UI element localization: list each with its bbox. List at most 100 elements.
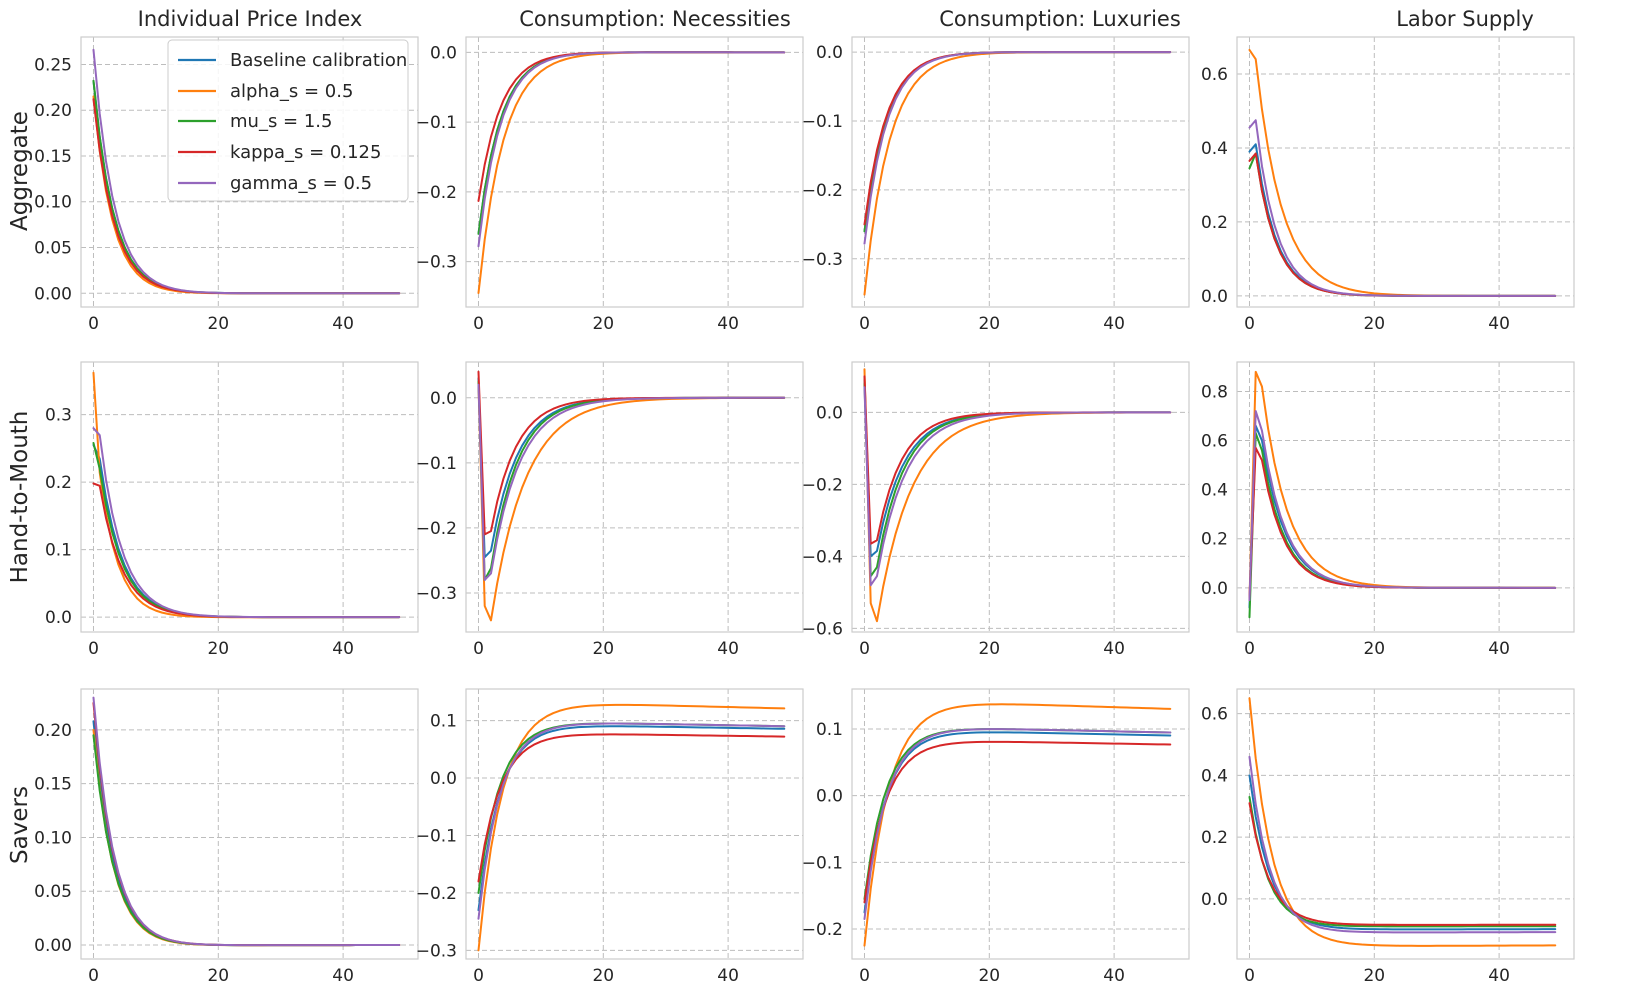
series-line-3: [1248, 802, 1557, 926]
axes-frame: [851, 36, 1190, 308]
x-tick-label: 0: [859, 314, 870, 334]
series-line-1: [863, 703, 1172, 947]
y-tick-label: −0.3: [416, 253, 457, 273]
y-tick-label: 0.4: [1201, 766, 1228, 786]
series-line-4: [863, 51, 1172, 245]
panel-1-0: 0 20 40 0.0 0.1 0.2 0.3: [45, 361, 419, 659]
series-line-1: [1248, 697, 1557, 947]
legend-frame: [167, 39, 409, 202]
series-line-4: [92, 48, 401, 295]
series-line-4: [92, 427, 401, 619]
y-tick-label: 0.2: [1201, 828, 1228, 848]
plot-area: [1237, 362, 1574, 632]
panel-0-1: 0 20 40 −0.3 −0.2 −0.1 0.0: [416, 36, 804, 334]
plot-area: [466, 362, 803, 632]
x-tick-label: 0: [88, 966, 99, 986]
x-tick-label: 40: [1488, 639, 1510, 659]
axes-frame: [80, 688, 419, 960]
x-tick-label: 20: [1363, 314, 1385, 334]
x-tick-label: 40: [1103, 639, 1125, 659]
x-tick-label: 40: [332, 966, 354, 986]
y-tick-label: 0.20: [34, 721, 72, 741]
panel-2-0: 0 20 40 0.00 0.05 0.10 0.15 0.20: [34, 688, 419, 986]
y-tick-label: 0.0: [816, 403, 843, 423]
axes-frame: [465, 688, 804, 960]
axes-frame: [1236, 688, 1575, 960]
y-tick-label: 0.2: [1201, 213, 1228, 233]
y-tick-label: 0.00: [34, 284, 72, 304]
x-tick-label: 20: [978, 314, 1000, 334]
x-tick-label: 20: [207, 314, 229, 334]
x-tick-label: 40: [1488, 966, 1510, 986]
series-line-4: [477, 51, 786, 248]
axes-frame: [80, 361, 419, 633]
y-tick-label: 0.6: [1201, 65, 1228, 85]
y-tick-label: 0.2: [1201, 530, 1228, 550]
plot-area: [1237, 37, 1574, 307]
y-tick-label: −0.6: [802, 619, 843, 639]
x-tick-label: 0: [88, 314, 99, 334]
legend-entry-2: mu_s = 1.5: [230, 111, 332, 132]
x-tick-label: 20: [592, 314, 614, 334]
series-line-4: [477, 722, 786, 920]
series-line-4: [1248, 755, 1557, 934]
x-tick-label: 0: [473, 966, 484, 986]
x-tick-label: 40: [1103, 314, 1125, 334]
x-tick-label: 40: [717, 314, 739, 334]
x-tick-label: 0: [473, 314, 484, 334]
y-tick-label: −0.3: [416, 941, 457, 961]
y-tick-label: 0.00: [34, 936, 72, 956]
column-title-1: Consumption: Necessities: [519, 7, 791, 31]
x-tick-label: 0: [1244, 639, 1255, 659]
y-tick-label: −0.1: [802, 112, 843, 132]
plot-area: [852, 37, 1189, 307]
panel-2-1: 0 20 40 −0.3 −0.2 −0.1 0.0 0.1: [416, 688, 804, 986]
x-tick-label: 0: [473, 639, 484, 659]
series-line-0: [477, 725, 786, 912]
x-tick-label: 40: [717, 966, 739, 986]
series-line-0: [863, 731, 1172, 914]
y-tick-label: 0.15: [34, 147, 72, 167]
y-tick-label: −0.2: [802, 475, 843, 495]
panel-0-2: 0 20 40 −0.3 −0.2 −0.1 0.0: [802, 36, 1190, 334]
row-label-0: Aggregate: [7, 111, 33, 231]
panel-2-3: 0 20 40 0.0 0.2 0.4 0.6: [1201, 688, 1575, 986]
x-tick-label: 20: [1363, 639, 1385, 659]
y-tick-label: 0.6: [1201, 432, 1228, 452]
x-tick-label: 0: [1244, 314, 1255, 334]
y-tick-label: −0.1: [416, 113, 457, 133]
y-tick-label: 0.05: [34, 882, 72, 902]
y-tick-label: 0.0: [1201, 579, 1228, 599]
series-line-4: [1248, 119, 1557, 297]
column-title-3: Labor Supply: [1396, 7, 1534, 31]
plot-area: [466, 689, 803, 959]
row-label-1: Hand-to-Mouth: [7, 411, 33, 584]
y-tick-label: −0.1: [802, 853, 843, 873]
column-title-0: Individual Price Index: [138, 7, 363, 31]
y-tick-label: −0.2: [416, 183, 457, 203]
y-tick-label: 0.1: [45, 541, 72, 561]
axes-frame: [465, 361, 804, 633]
y-tick-label: 0.1: [430, 712, 457, 732]
x-tick-label: 0: [88, 639, 99, 659]
x-tick-label: 20: [207, 966, 229, 986]
x-tick-label: 40: [332, 639, 354, 659]
y-tick-label: 0.10: [34, 193, 72, 213]
legend: Baseline calibration alpha_s = 0.5 mu_s …: [167, 39, 409, 202]
y-tick-label: −0.4: [802, 547, 843, 567]
y-tick-label: 0.4: [1201, 139, 1228, 159]
y-tick-label: 0.0: [45, 608, 72, 628]
series-line-4: [863, 386, 1172, 587]
x-tick-label: 0: [1244, 966, 1255, 986]
y-tick-label: 0.0: [430, 389, 457, 409]
series-line-4: [1248, 410, 1557, 602]
x-tick-label: 40: [332, 314, 354, 334]
y-tick-label: 0.6: [1201, 705, 1228, 725]
x-tick-label: 0: [859, 966, 870, 986]
legend-entry-3: kappa_s = 0.125: [230, 142, 381, 163]
y-tick-label: 0.15: [34, 775, 72, 795]
y-tick-label: 0.3: [45, 406, 72, 426]
y-tick-label: −0.3: [802, 250, 843, 270]
plot-area: [81, 689, 418, 959]
panel-1-1: 0 20 40 −0.3 −0.2 −0.1 0.0: [416, 361, 804, 659]
